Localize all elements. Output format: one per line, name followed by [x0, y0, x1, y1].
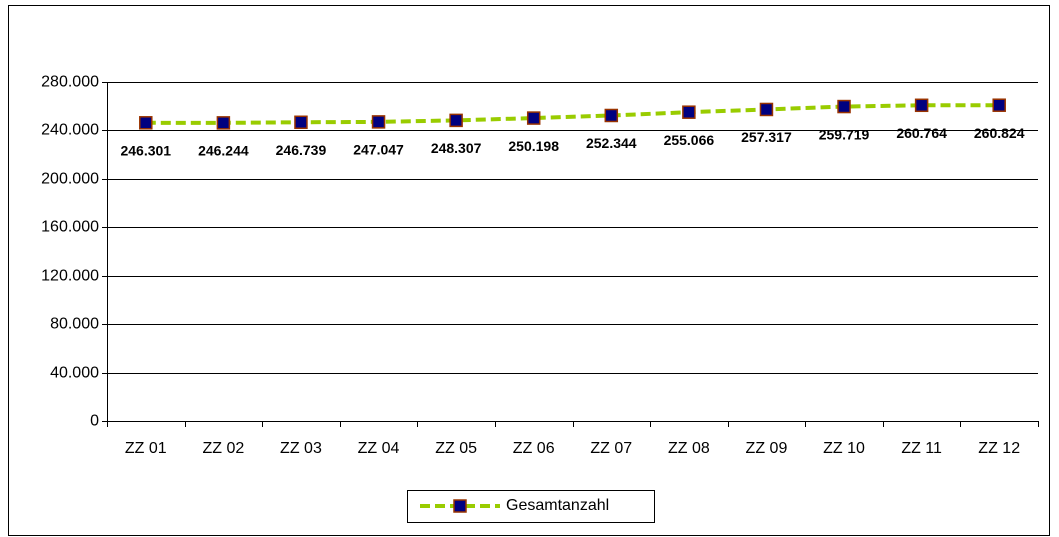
value-label: 247.047	[353, 142, 404, 158]
x-tick-label: ZZ 10	[823, 440, 865, 457]
y-tick-label: 0	[90, 413, 99, 430]
marker	[604, 108, 619, 123]
value-label: 260.824	[974, 125, 1025, 141]
marker	[139, 116, 153, 130]
series-line	[145, 103, 1000, 125]
y-tick-label: 280.000	[41, 74, 99, 91]
x-tick-label: ZZ 06	[513, 440, 555, 457]
marker	[992, 98, 1006, 112]
legend-marker	[453, 499, 467, 513]
value-label: 250.198	[508, 138, 559, 154]
value-label: 252.344	[586, 135, 637, 151]
x-tick-label: ZZ 12	[978, 440, 1020, 457]
value-label: 260.764	[896, 125, 947, 141]
y-tick-label: 80.000	[50, 316, 99, 333]
marker	[294, 115, 308, 130]
x-tick-label: ZZ 11	[901, 440, 942, 457]
legend-box	[407, 490, 655, 523]
x-tick-label: ZZ 03	[280, 440, 322, 457]
x-tick-label: ZZ 09	[746, 440, 788, 457]
chart-frame	[8, 5, 1050, 536]
value-label: 255.066	[664, 132, 715, 148]
marker	[914, 98, 929, 113]
value-label: 257.317	[741, 129, 792, 145]
value-label: 248.307	[431, 140, 482, 156]
marker	[759, 102, 774, 117]
x-tick-label: ZZ 07	[590, 440, 632, 457]
marker	[449, 113, 463, 128]
value-label: 246.244	[198, 143, 249, 159]
y-tick-label: 240.000	[41, 122, 99, 139]
y-tick-label: 160.000	[41, 219, 99, 236]
legend-label: Gesamtanzahl	[506, 497, 609, 514]
value-label: 259.719	[819, 126, 870, 142]
y-tick-label: 120.000	[41, 268, 99, 285]
y-tick-label: 200.000	[41, 171, 99, 188]
x-tick-label: ZZ 01	[125, 440, 167, 457]
x-tick-label: ZZ 04	[358, 440, 400, 457]
marker	[526, 111, 541, 125]
x-tick-label: ZZ 02	[202, 440, 244, 457]
x-tick-label: ZZ 05	[435, 440, 477, 457]
y-tick-label: 40.000	[50, 365, 99, 382]
marker	[682, 105, 696, 119]
marker	[216, 116, 231, 130]
x-tick-label: ZZ 08	[668, 440, 710, 457]
value-label: 246.739	[276, 142, 327, 158]
marker	[371, 115, 386, 129]
marker	[837, 99, 851, 114]
value-label: 246.301	[120, 143, 171, 159]
